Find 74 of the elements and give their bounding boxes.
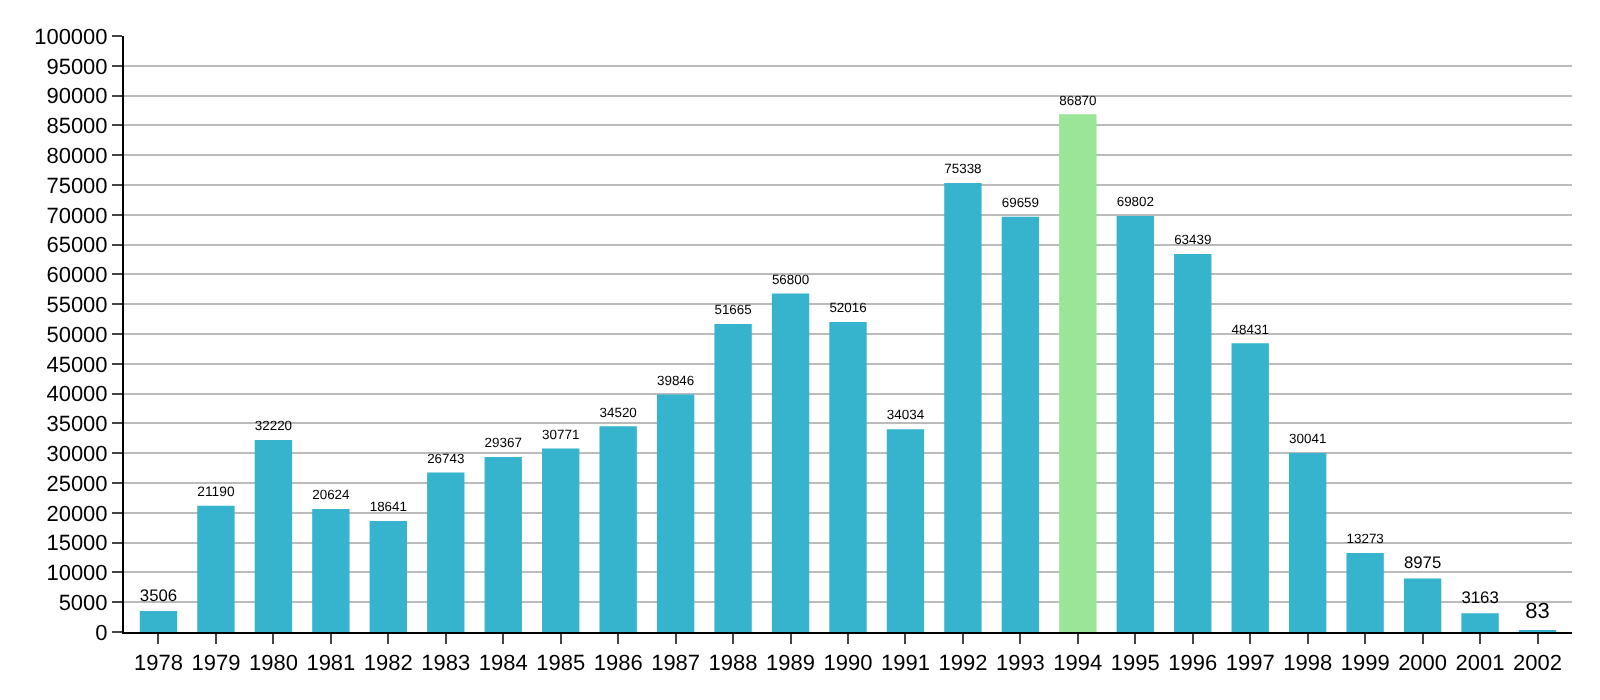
y-tick-label: 0: [95, 621, 108, 646]
x-tick-label: 1991: [880, 652, 930, 677]
x-tick-label: 1978: [134, 652, 183, 677]
y-tick-label: 90000: [46, 85, 108, 110]
y-tick-label: 75000: [46, 174, 108, 199]
x-tick-label: 1998: [1283, 652, 1333, 677]
x-tick-label: 1993: [995, 652, 1045, 677]
x-tick-label: 1981: [306, 652, 356, 677]
y-tick-label: 10000: [46, 562, 108, 587]
y-tick-label: 20000: [46, 502, 108, 527]
x-tick-label: 1985: [536, 652, 586, 677]
x-tick-label: 1992: [938, 652, 988, 677]
x-tick-label: 1989: [766, 652, 816, 677]
bar: [1001, 216, 1040, 632]
x-tick-label: 1980: [248, 652, 298, 677]
y-tick-label: 65000: [46, 234, 108, 259]
bar: [139, 611, 178, 632]
bar: [369, 520, 407, 632]
data-label: 83: [1525, 600, 1550, 624]
y-tick-label: 25000: [46, 472, 108, 497]
bar: [1174, 253, 1212, 632]
bar: [484, 456, 522, 632]
bar: [197, 505, 235, 632]
y-tick-label: 70000: [46, 204, 108, 229]
bar: [1059, 114, 1097, 632]
bar: [886, 429, 925, 632]
y-tick-label: 30000: [46, 442, 108, 467]
x-tick-label: 2000: [1398, 652, 1448, 677]
bar: [944, 182, 982, 632]
data-label: 3163: [1461, 586, 1500, 607]
x-tick-label: 1984: [478, 652, 528, 677]
y-tick-label: 5000: [58, 591, 108, 616]
bar: [427, 472, 465, 632]
x-tick-label: 1995: [1110, 652, 1160, 677]
x-tick-label: 1983: [421, 652, 471, 677]
y-tick-label: 100000: [34, 25, 108, 50]
bar: [254, 439, 293, 632]
x-tick-label: 1999: [1340, 652, 1390, 677]
x-tick-label: 1994: [1053, 652, 1103, 677]
x-tick-label: 2001: [1455, 652, 1505, 677]
bar: [1346, 552, 1384, 632]
y-tick-label: 85000: [46, 115, 108, 140]
bar: [1403, 578, 1442, 632]
y-tick-label: 35000: [46, 413, 108, 438]
bar: [599, 426, 637, 632]
x-tick-label: 1986: [593, 652, 643, 677]
bar: [1461, 613, 1499, 632]
bar: [1289, 452, 1327, 632]
y-tick-label: 60000: [46, 264, 108, 289]
y-tick-label: 50000: [46, 323, 108, 348]
x-tick-label: 2002: [1513, 652, 1562, 677]
data-label: 3506: [139, 584, 178, 605]
x-tick-label: 1997: [1225, 652, 1275, 677]
y-tick-label: 80000: [46, 144, 108, 169]
x-tick-label: 1982: [363, 652, 413, 677]
bar: [656, 394, 695, 632]
data-label: 8975: [1403, 551, 1442, 572]
bar: [1116, 215, 1154, 632]
y-tick-label: 40000: [46, 383, 108, 408]
bar: [542, 448, 580, 632]
x-tick-label: 1990: [823, 652, 873, 677]
y-tick-label: 55000: [46, 293, 108, 318]
y-tick-label: 45000: [46, 353, 108, 378]
y-tick-label: 95000: [46, 55, 108, 80]
bar: [312, 509, 350, 632]
x-tick-label: 1996: [1168, 652, 1218, 677]
bar: [771, 293, 810, 632]
bar: [1231, 343, 1269, 632]
y-tick-label: 15000: [46, 532, 108, 557]
bar: [714, 324, 752, 632]
bar: [829, 321, 867, 632]
x-tick-label: 1987: [651, 652, 701, 677]
x-tick-label: 1979: [191, 652, 241, 677]
x-tick-label: 1988: [708, 652, 758, 677]
